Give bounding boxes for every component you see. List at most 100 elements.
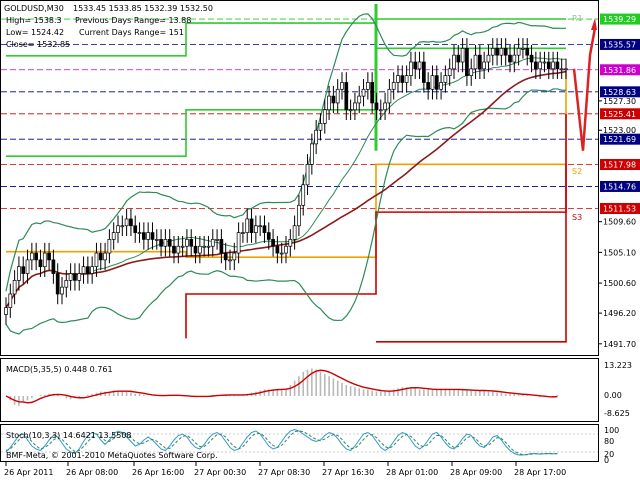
candle-body [348, 109, 353, 112]
candle-body [262, 225, 267, 233]
stochastic-indicator: 100 80 200 [1, 426, 619, 465]
bollinger-lower [5, 88, 566, 335]
price-tag-box-7 [600, 180, 640, 192]
candle-body [383, 102, 387, 111]
price-tick-4: 1500.60 [603, 279, 636, 288]
candle-body [297, 204, 301, 227]
candle-body [499, 48, 504, 56]
time-label-1: 26 Apr 08:00 [66, 468, 118, 477]
candle-body [456, 54, 461, 63]
price-tag-5: 1521.69 [603, 135, 636, 144]
candle-body [335, 88, 340, 104]
pivot-step-line-0 [6, 47, 566, 157]
candle-body [564, 68, 568, 71]
pivot-r1-label: R1 [572, 14, 583, 23]
candle-body [378, 109, 383, 112]
candle-body [473, 54, 478, 70]
macd-indicator: 13.223 0.00 -8.625 [5, 361, 632, 418]
candle-body [508, 54, 512, 63]
price-tag-2: 1531.86 [603, 66, 636, 75]
pivot-levels [1, 4, 598, 343]
candle-body [309, 143, 314, 165]
candle-body [477, 54, 482, 70]
candle-body [344, 82, 349, 111]
price-tick-1: 1523.00 [603, 126, 636, 135]
candle-body [94, 252, 99, 268]
stoch-panel-frame [0, 424, 599, 462]
forecast-arrowhead [591, 18, 597, 30]
time-label-8: 28 Apr 17:00 [514, 468, 566, 477]
price-tag-box-8 [600, 203, 640, 215]
candle-body [370, 82, 375, 104]
forecast-line [572, 27, 597, 151]
candle-body [42, 252, 47, 268]
candle-body [559, 68, 564, 71]
price-tag-box-1 [600, 38, 640, 50]
time-label-5: 27 Apr 16:30 [322, 468, 374, 477]
stoch-tick-2: 20 [604, 450, 614, 459]
candle-body [206, 245, 211, 248]
candle-body [400, 75, 405, 83]
candle-body [421, 61, 426, 83]
macd-signal-line [5, 369, 558, 404]
candle-body [340, 82, 344, 90]
candlesticks [4, 38, 568, 325]
candle-body [51, 259, 56, 274]
price-tag-box-6 [600, 158, 640, 170]
candle-body [159, 239, 163, 247]
close-label: Close= 1532.85 [6, 40, 70, 49]
candle-body [452, 54, 456, 70]
candle-body [202, 245, 207, 248]
candle-body [426, 82, 431, 90]
stoch-tick-3: 0 [604, 456, 609, 465]
candle-body [396, 75, 400, 83]
candle-body [176, 245, 181, 254]
candle-body [137, 232, 142, 234]
candle-body [210, 239, 215, 247]
candle-body [331, 95, 336, 104]
price-tick-3: 1505.10 [603, 248, 636, 257]
time-label-4: 27 Apr 08:30 [258, 468, 310, 477]
price-tick-0: 1527.30 [603, 97, 636, 106]
candle-body [288, 239, 293, 247]
candle-body [275, 245, 280, 254]
candle-body [241, 232, 245, 234]
candle-body [4, 307, 8, 315]
time-label-0: 26 Apr 2011 [4, 468, 53, 477]
candle-body [150, 232, 155, 240]
price-tag-box-2 [600, 64, 640, 76]
price-tag-box-0 [600, 13, 640, 25]
time-label-3: 27 Apr 00:30 [194, 468, 246, 477]
candle-body [185, 239, 189, 247]
candle-body [430, 75, 435, 90]
candle-body [12, 280, 17, 295]
candle-body [8, 293, 13, 308]
candle-body [409, 61, 413, 76]
candle-body [223, 252, 228, 261]
candle-body [486, 54, 491, 63]
candle-body [460, 48, 465, 63]
candle-body [322, 109, 327, 124]
candle-body [141, 232, 146, 240]
price-tag-box-5 [600, 133, 640, 145]
candle-body [120, 225, 125, 228]
watermark: BMF-Meta, © 2001-2010 MetaQuotes Softwar… [6, 451, 218, 460]
time-label-6: 28 Apr 01:00 [386, 468, 438, 477]
macd-tick-1: 0.00 [604, 391, 622, 400]
candle-body [439, 82, 443, 90]
candle-body [90, 266, 95, 274]
candle-body [232, 252, 237, 261]
candle-body [465, 48, 469, 76]
candle-body [133, 225, 138, 233]
price-tag-4: 1525.41 [603, 110, 636, 119]
candle-body [495, 48, 499, 56]
candle-body [21, 266, 26, 274]
price-tag-7: 1514.76 [603, 182, 636, 191]
candle-body [301, 184, 306, 206]
price-tag-8: 1511.53 [603, 205, 636, 214]
candle-body [29, 252, 34, 261]
candle-body [469, 68, 474, 76]
candle-body [434, 75, 439, 90]
candle-body [271, 239, 275, 247]
